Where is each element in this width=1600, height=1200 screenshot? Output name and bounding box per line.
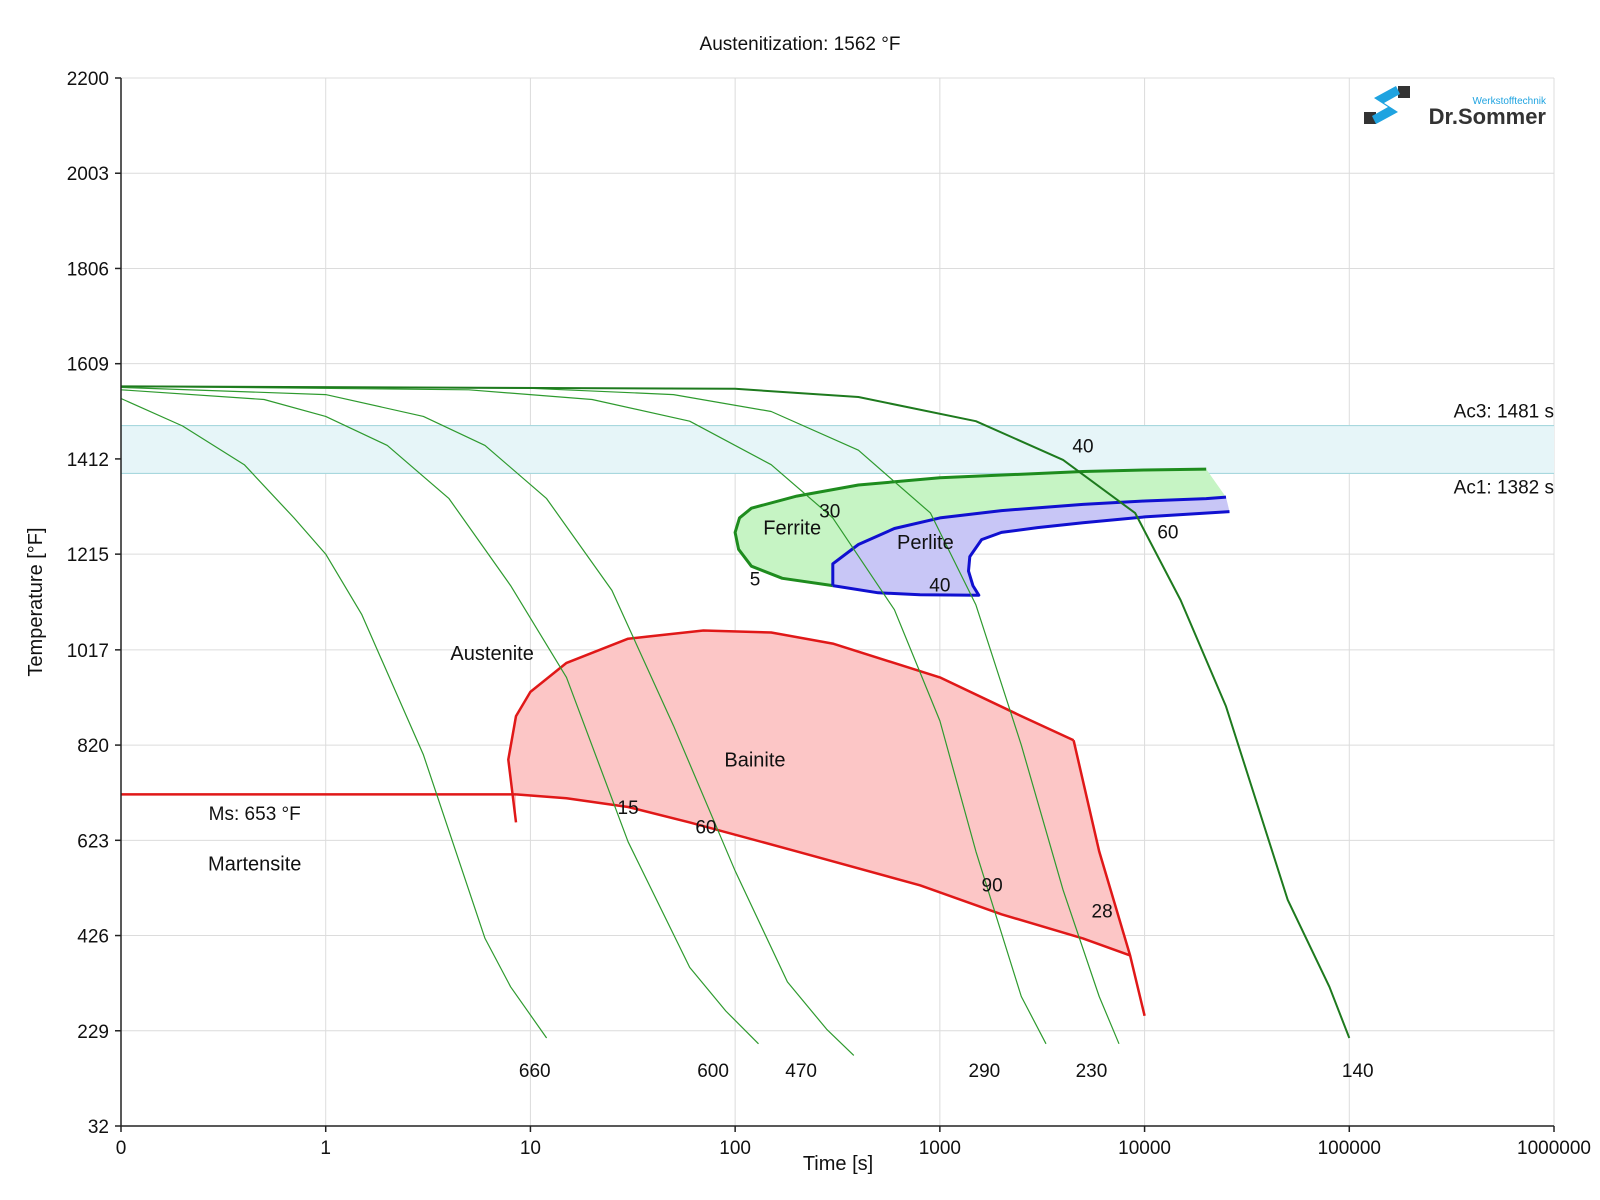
x-tick-label: 1000000 [1517,1138,1591,1159]
x-tick-label: 10 [520,1138,541,1159]
ferrite-boundary [733,467,1207,588]
x-tick-label: 100000 [1318,1138,1381,1159]
phase-percent-label: 30 [819,502,840,523]
logo-s-mark-icon [1372,86,1400,124]
cooling-curve-600 [120,389,759,1045]
ferrite-region-fill [735,469,1226,586]
phase-percent-label: 40 [929,576,950,597]
cooling-curve-label-290: 290 [969,1061,1001,1082]
cooling-curve-470 [120,386,855,1056]
cooling-curve-label-600: 600 [697,1061,729,1082]
phase-percent-label: 60 [695,817,716,838]
region-label-ferrite: Ferrite [763,518,821,540]
cooling-curve-label-470: 470 [785,1061,817,1082]
phase-percent-label: 28 [1092,901,1113,922]
region-label-perlite: Perlite [897,532,954,554]
phase-percent-label: 15 [618,798,639,819]
martensite-finish-boundary [515,793,1131,957]
bainite-start-boundary [507,629,1075,823]
axes: 0 1 10 100 1000 10000 100000 1000000 32 229 426 623… [67,69,1591,1159]
bainite-right-boundary [1072,740,1146,1017]
logo-square-dark-1 [1364,112,1376,124]
y-tick-label: 820 [77,736,109,757]
y-axis-title: Temperature [°F] [25,527,47,676]
dr-sommer-logo: Werkstofftechnik Dr.Sommer [1364,86,1547,129]
y-tick-label: 623 [77,831,109,852]
x-axis-title: Time [s] [803,1153,873,1175]
ms-label: Ms: 653 °F [209,804,301,825]
y-tick-label: 1215 [67,545,109,566]
y-tick-label: 2200 [67,69,109,90]
chart-title: Austenitization: 1562 °F [700,34,901,55]
labels: Ac3: 1481 s Ac1: 1382 s 660 600 470 290 230 140… [208,402,1554,1082]
y-tick-label: 426 [77,927,109,948]
cooling-curve-660 [120,397,548,1039]
x-tick-label: 1000 [919,1138,961,1159]
y-tick-label: 1412 [67,450,109,471]
y-tick-label: 2003 [67,164,109,185]
cooling-curve-290 [120,385,1047,1045]
y-tick-label: 1806 [67,259,109,280]
cooling-curve-label-230: 230 [1076,1061,1108,1082]
cooling-curve-230 [120,385,1120,1045]
x-tick-label: 1 [320,1138,331,1159]
perlite-start-boundary [831,495,1227,586]
ac1-label: Ac1: 1382 s [1454,477,1554,498]
cooling-curves [120,385,1351,1056]
ac-band-fill [121,425,1554,474]
logo-tag: Werkstofftechnik [1472,96,1547,107]
y-tick-label: 229 [77,1022,109,1043]
region-label-martensite: Martensite [208,854,301,876]
perlite-region-fill [832,497,1230,596]
x-tick-label: 0 [116,1138,127,1159]
y-tick-label: 32 [88,1117,109,1138]
ac-band [121,424,1554,475]
ac3-label: Ac3: 1481 s [1454,402,1554,423]
y-tick-label: 1609 [67,355,109,376]
perlite-end-boundary [832,510,1230,597]
logo-name: Dr.Sommer [1429,104,1547,129]
x-tick-label: 10000 [1118,1138,1171,1159]
phase-percent-label: 60 [1157,522,1178,543]
region-label-austenite: Austenite [450,643,533,665]
cooling-curve-label-660: 660 [519,1061,551,1082]
x-tick-label: 100 [719,1138,751,1159]
phase-percent-label: 5 [750,569,761,590]
phase-percent-label: 90 [982,875,1003,896]
transformation-regions [121,467,1230,1017]
y-tick-label: 1017 [67,641,109,662]
bainite-region-fill [508,630,1131,956]
region-label-bainite: Bainite [724,750,785,772]
cooling-curve-label-140: 140 [1342,1061,1374,1082]
cooling-curve-140 [120,385,1351,1039]
phase-percent-label: 40 [1072,436,1093,457]
logo-square-dark-2 [1398,86,1410,98]
